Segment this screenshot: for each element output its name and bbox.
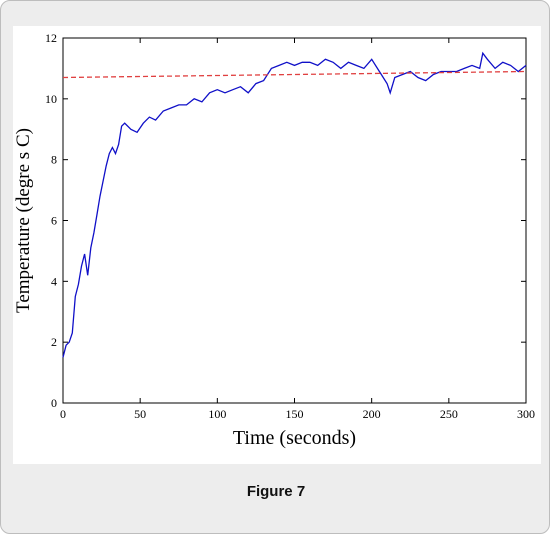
y-tick-label: 10 bbox=[45, 92, 57, 106]
x-tick-label: 250 bbox=[440, 407, 458, 421]
y-tick-label: 4 bbox=[51, 274, 57, 288]
y-tick-label: 8 bbox=[51, 153, 57, 167]
y-tick-label: 0 bbox=[51, 396, 57, 410]
x-tick-label: 150 bbox=[286, 407, 304, 421]
y-tick-label: 2 bbox=[51, 335, 57, 349]
x-tick-label: 50 bbox=[134, 407, 146, 421]
x-axis-label: Time (seconds) bbox=[233, 427, 356, 449]
reference-dashed-line bbox=[62, 70, 527, 79]
temperature-series-line bbox=[62, 51, 527, 358]
x-tick-label: 100 bbox=[208, 407, 226, 421]
temperature-chart: 0 50 100 150 200 250 300 0 2 4 6 8 10 12 Time (seconds… bbox=[13, 31, 535, 449]
figure-frame: 0 50 100 150 200 250 300 0 2 4 6 8 10 12 Time (seconds… bbox=[13, 26, 541, 464]
x-tick-label: 200 bbox=[363, 407, 381, 421]
x-tick-label: 300 bbox=[517, 407, 535, 421]
figure-caption: Figure 7 bbox=[246, 483, 306, 500]
x-tick-label: 0 bbox=[60, 407, 66, 421]
y-tick-label: 6 bbox=[51, 214, 57, 228]
plot-area-frame bbox=[62, 37, 527, 404]
y-tick-label: 12 bbox=[45, 31, 57, 45]
y-axis-label: Temperature (degre s C) bbox=[13, 128, 34, 313]
